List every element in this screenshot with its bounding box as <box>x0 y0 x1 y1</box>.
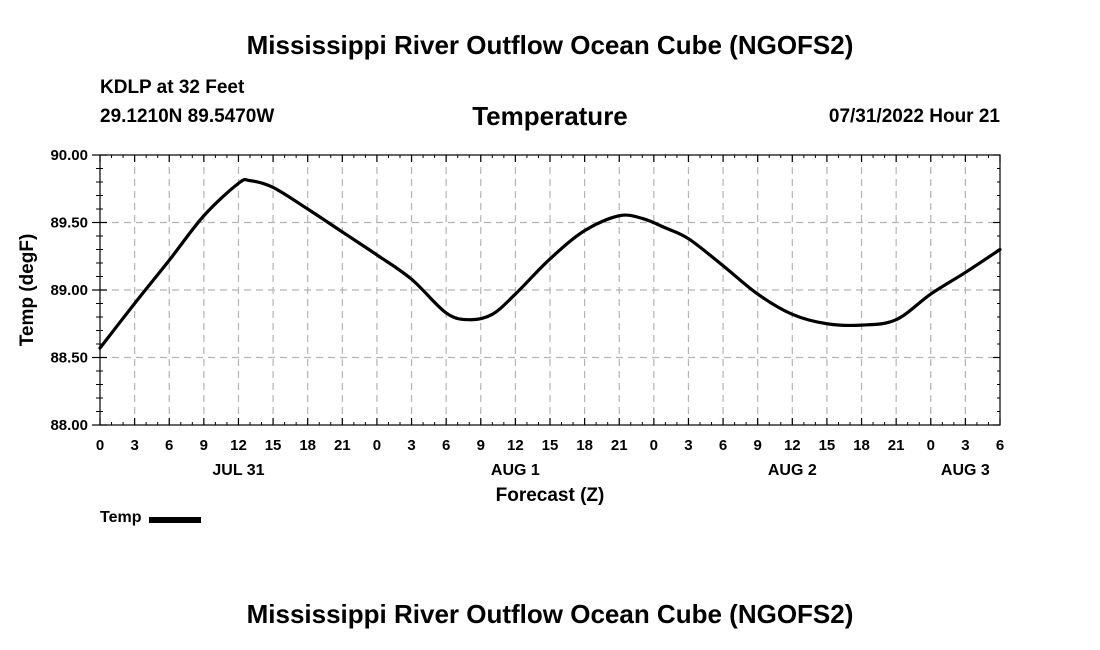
chart-title: Temperature <box>472 101 628 131</box>
x-tick-label: 6 <box>719 437 727 454</box>
y-tick-label: 89.00 <box>50 282 88 299</box>
temp-series-line <box>98 177 1002 350</box>
x-tick-label: 12 <box>784 437 801 454</box>
y-tick-label: 88.00 <box>50 417 88 434</box>
x-tick-label: 0 <box>96 437 104 454</box>
x-day-label: AUG 3 <box>941 462 990 479</box>
y-tick-label: 89.50 <box>50 215 88 232</box>
x-tick-label: 9 <box>754 437 762 454</box>
x-tick-label: 6 <box>996 437 1004 454</box>
legend-swatch <box>149 516 202 523</box>
main-title: Mississippi River Outflow Ocean Cube (NG… <box>246 30 854 60</box>
x-tick-label: 21 <box>611 437 628 454</box>
x-tick-label: 18 <box>299 437 316 454</box>
x-day-label: AUG 1 <box>491 462 540 479</box>
x-tick-label: 3 <box>407 437 415 454</box>
x-tick-label: 18 <box>576 437 593 454</box>
x-tick-label: 3 <box>961 437 969 454</box>
forecast-date: 07/31/2022 Hour 21 <box>828 106 1000 127</box>
legend-label: Temp <box>100 509 142 526</box>
x-day-label: JUL 31 <box>212 462 264 479</box>
x-tick-label: 12 <box>230 437 247 454</box>
x-tick-label: 21 <box>888 437 905 454</box>
x-tick-label: 15 <box>265 437 282 454</box>
y-tick-label: 88.50 <box>50 350 88 367</box>
grid-lines <box>100 155 1000 425</box>
x-tick-label: 3 <box>130 437 138 454</box>
x-tick-label: 6 <box>165 437 173 454</box>
y-tick-label: 90.00 <box>50 147 88 164</box>
x-tick-label: 12 <box>507 437 524 454</box>
x-tick-label: 18 <box>853 437 870 454</box>
x-day-label: AUG 2 <box>768 462 817 479</box>
x-tick-label: 3 <box>684 437 692 454</box>
axis-ticks <box>92 154 1001 426</box>
station-coordinates: 29.1210N 89.5470W <box>100 106 275 127</box>
x-tick-label: 9 <box>477 437 485 454</box>
x-tick-label: 0 <box>650 437 658 454</box>
y-axis-title: Temp (degF) <box>17 234 38 347</box>
x-tick-label: 21 <box>334 437 351 454</box>
tick-labels: 0 3 6 9 12 15 18 21 0 3 6 9 12 15 18 21 0 3 6 9 12 15 18 21 0 3 6 8… <box>50 147 1004 479</box>
chart-legend: Temp <box>100 509 202 527</box>
x-tick-label: 15 <box>819 437 836 454</box>
x-axis-title: Forecast (Z) <box>496 485 605 506</box>
footer-title: Mississippi River Outflow Ocean Cube (NG… <box>246 599 854 629</box>
x-tick-label: 6 <box>442 437 450 454</box>
x-tick-label: 9 <box>200 437 208 454</box>
x-tick-label: 0 <box>373 437 381 454</box>
x-tick-label: 15 <box>542 437 559 454</box>
station-label: KDLP at 32 Feet <box>100 77 245 98</box>
x-tick-label: 0 <box>927 437 935 454</box>
